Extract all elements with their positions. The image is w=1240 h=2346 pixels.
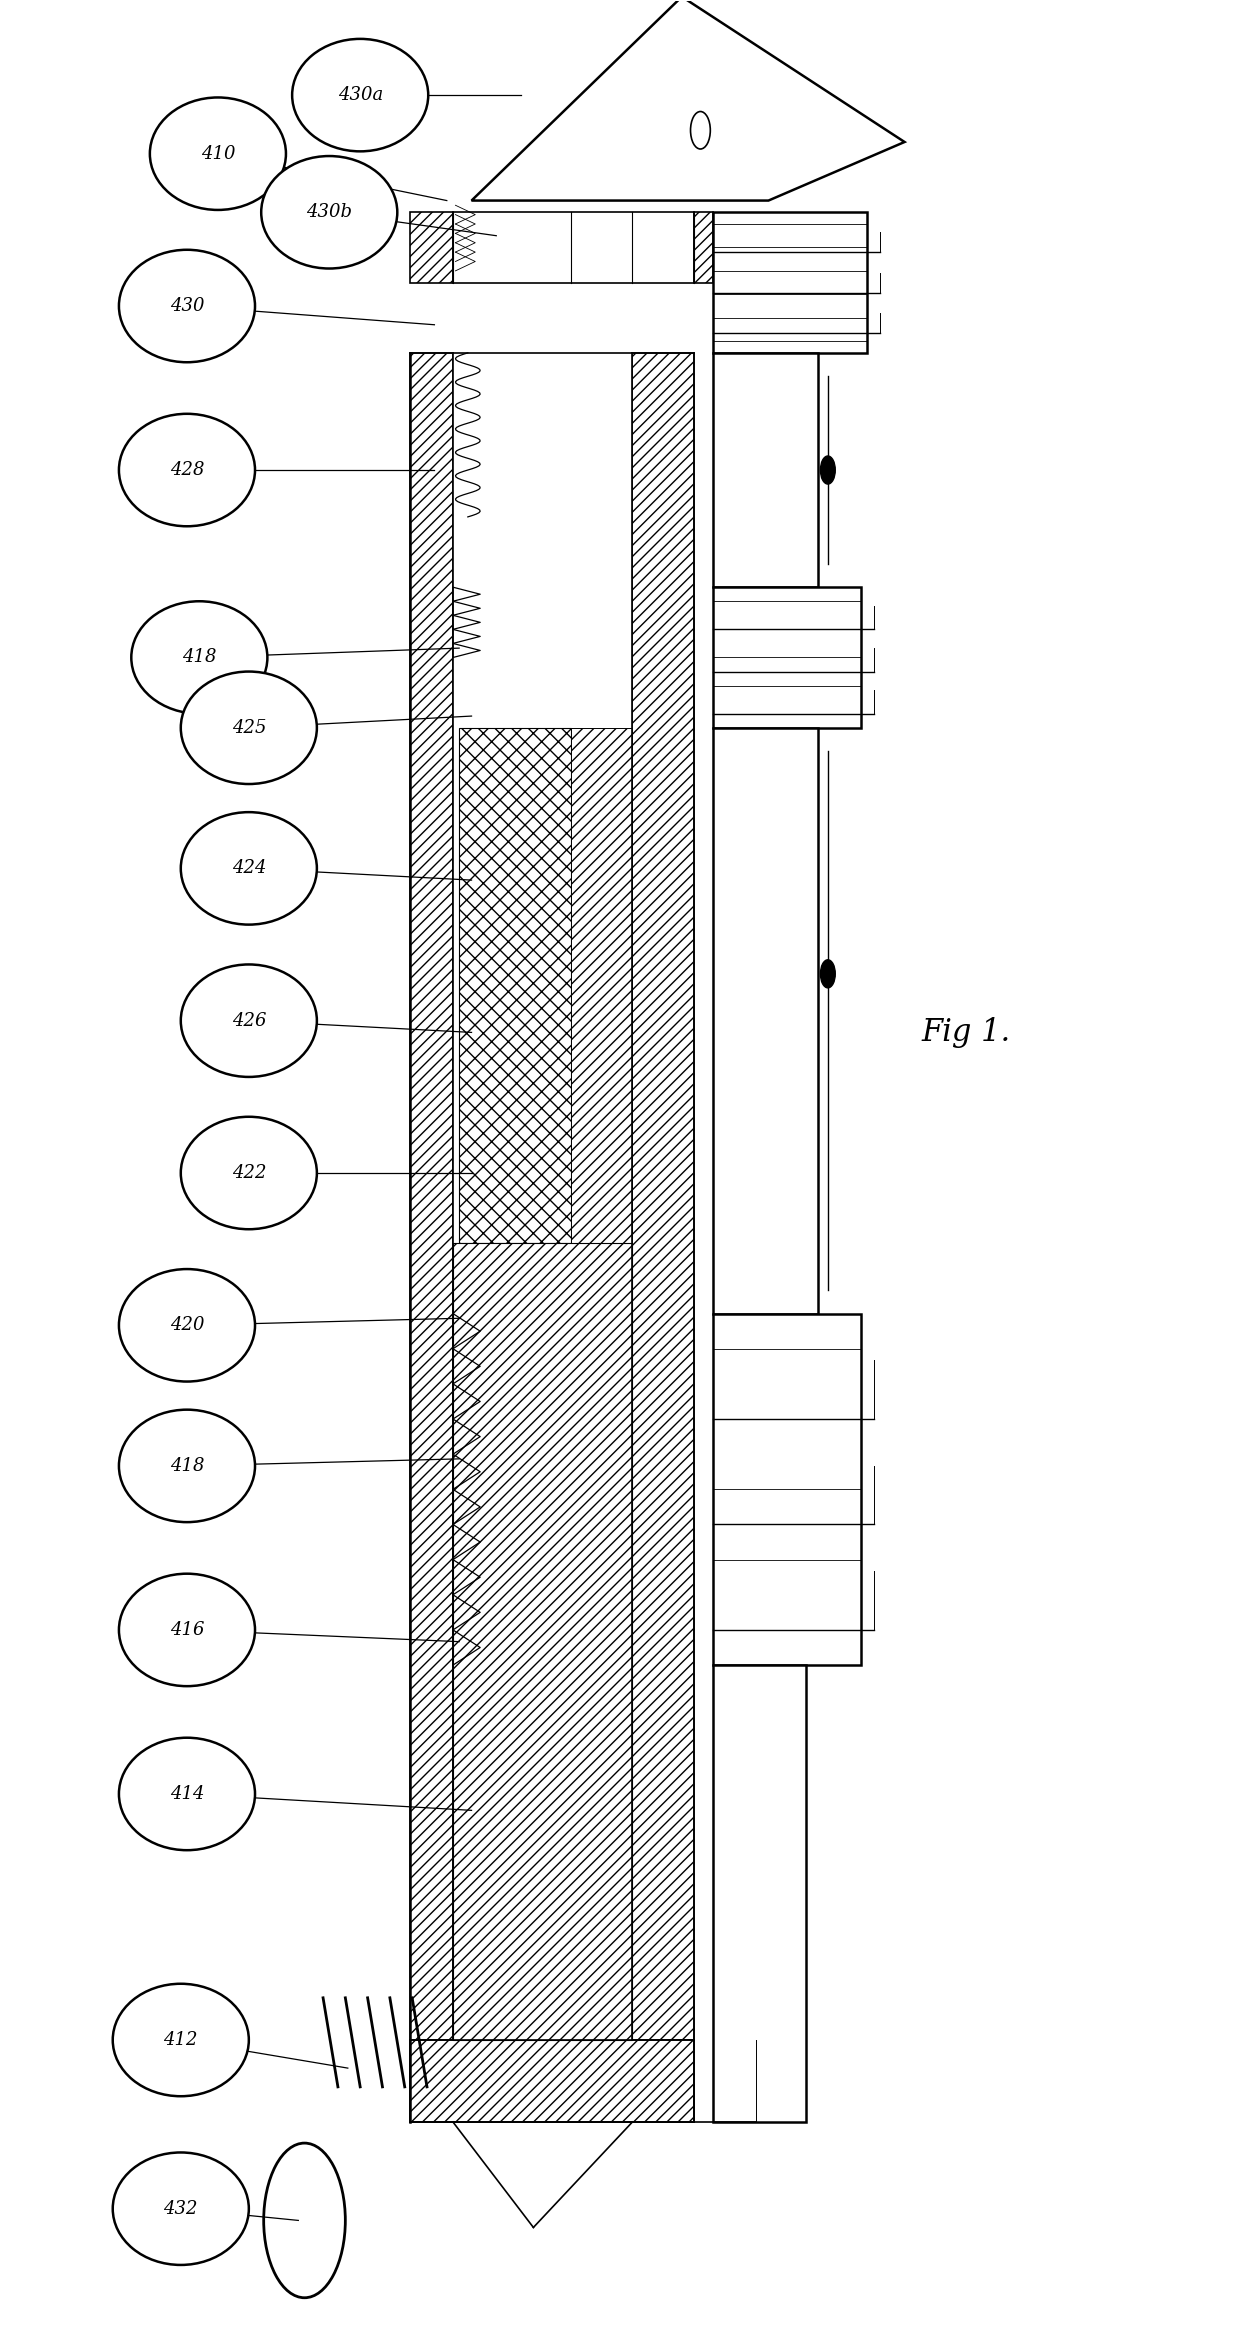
Polygon shape	[453, 1243, 632, 2041]
Text: 430: 430	[170, 298, 205, 314]
Circle shape	[821, 960, 836, 988]
Ellipse shape	[113, 2154, 249, 2264]
Text: 416: 416	[170, 1621, 205, 1640]
Polygon shape	[459, 727, 570, 1243]
Ellipse shape	[119, 1410, 255, 1523]
Polygon shape	[409, 211, 453, 282]
Ellipse shape	[181, 671, 317, 784]
Circle shape	[691, 113, 711, 150]
Circle shape	[264, 2144, 345, 2297]
Text: 426: 426	[232, 1011, 267, 1030]
Polygon shape	[409, 352, 453, 2041]
Polygon shape	[409, 2041, 694, 2123]
Polygon shape	[453, 211, 694, 282]
Text: 428: 428	[170, 462, 205, 479]
Ellipse shape	[119, 413, 255, 526]
Polygon shape	[453, 352, 632, 1314]
Circle shape	[821, 455, 836, 483]
Text: 414: 414	[170, 1785, 205, 1804]
Polygon shape	[570, 727, 632, 1243]
Polygon shape	[471, 0, 904, 199]
Text: 410: 410	[201, 145, 236, 162]
Ellipse shape	[131, 601, 268, 713]
Ellipse shape	[119, 1738, 255, 1851]
Text: 418: 418	[170, 1457, 205, 1476]
Ellipse shape	[113, 1985, 249, 2097]
Ellipse shape	[293, 40, 428, 152]
Text: 422: 422	[232, 1164, 267, 1182]
Polygon shape	[713, 211, 868, 352]
Text: 430a: 430a	[337, 87, 383, 103]
Text: 430b: 430b	[306, 204, 352, 221]
Text: 425: 425	[232, 718, 267, 737]
Polygon shape	[713, 1666, 806, 2123]
Ellipse shape	[119, 249, 255, 361]
Ellipse shape	[181, 1117, 317, 1229]
Text: 424: 424	[232, 859, 267, 877]
Ellipse shape	[150, 99, 286, 209]
Ellipse shape	[262, 157, 397, 267]
Polygon shape	[694, 211, 713, 282]
Polygon shape	[632, 352, 694, 2041]
Text: 418: 418	[182, 647, 217, 666]
Ellipse shape	[119, 1574, 255, 1687]
Ellipse shape	[181, 812, 317, 924]
Polygon shape	[713, 727, 818, 1314]
Text: 420: 420	[170, 1316, 205, 1335]
Polygon shape	[713, 586, 862, 727]
Polygon shape	[713, 1314, 862, 1666]
Text: Fig 1.: Fig 1.	[921, 1016, 1011, 1049]
Polygon shape	[713, 352, 818, 586]
Text: 412: 412	[164, 2032, 198, 2048]
Text: 432: 432	[164, 2201, 198, 2217]
Ellipse shape	[119, 1269, 255, 1382]
Ellipse shape	[181, 964, 317, 1077]
